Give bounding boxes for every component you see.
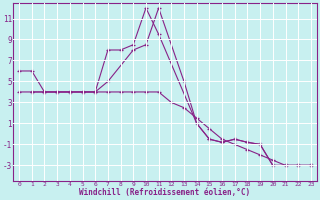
X-axis label: Windchill (Refroidissement éolien,°C): Windchill (Refroidissement éolien,°C) bbox=[79, 188, 251, 197]
